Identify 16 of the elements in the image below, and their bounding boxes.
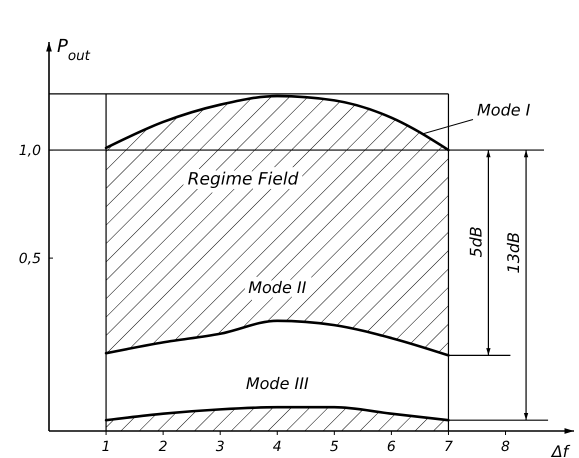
- x-tick-label: 4: [272, 439, 282, 455]
- text: Mode I: [476, 100, 531, 120]
- y-axis-title: P$_{out}$: [57, 36, 91, 64]
- x-tick-label: 8: [501, 439, 510, 455]
- y-tick-label: 0,5: [18, 251, 42, 268]
- annotation: 5dB: [466, 226, 486, 258]
- x-tick-label: 6: [386, 439, 396, 455]
- x-tick-label: 7: [444, 439, 453, 455]
- x-axis-title: Δf: [550, 442, 571, 458]
- x-tick-label: 1: [102, 439, 111, 455]
- x-tick-label: 3: [216, 439, 225, 455]
- y-tick-label: 1,0: [18, 143, 42, 160]
- x-tick-label: 2: [158, 439, 168, 455]
- series-label: Mode III: [246, 374, 309, 394]
- x-tick-label: 5: [330, 439, 339, 455]
- annotation: 13dB: [504, 232, 524, 274]
